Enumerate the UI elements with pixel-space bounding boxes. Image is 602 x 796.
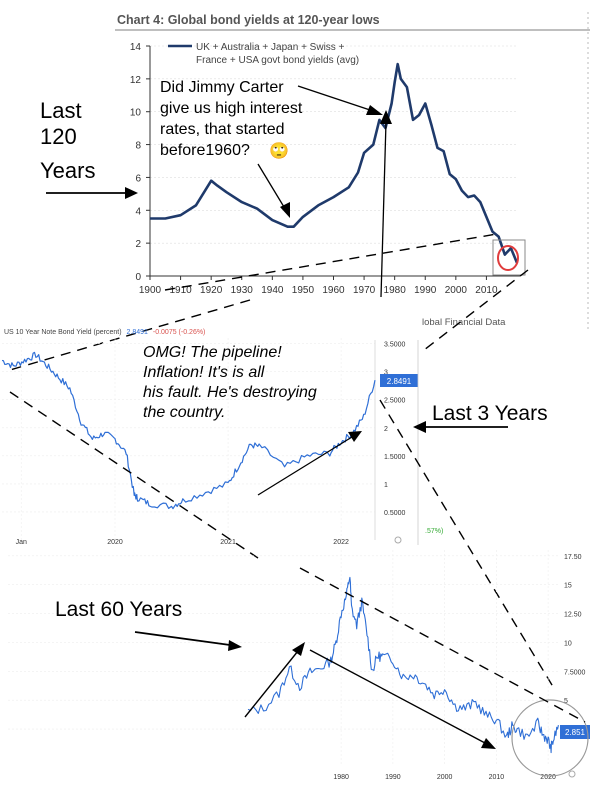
omg-annotation: OMG! The pipeline! Inflation! It's is al… [143, 344, 321, 421]
chart1-x-tick-label: 1910 [169, 285, 192, 296]
chart-120-years: Chart 4: Global bond yields at 120-year … [9, 12, 590, 371]
chart2-fragment: .57%) [425, 528, 443, 535]
chart2-header-change: -0.0075 (-0.26%) [153, 329, 206, 336]
chart2-y-tick-label: 3.5000 [384, 342, 406, 349]
chart2-y-tick-label: 2.5000 [384, 398, 406, 405]
chart3-x-ticks: 1980 1990 2000 2010 2020 [333, 774, 556, 781]
chart1-x-ticks: 1900 1910 1920 1930 1940 1950 1960 1970 1980 1990… [139, 276, 498, 296]
chart2-series-line [1, 351, 376, 510]
chart3-x-tick-label: 2020 [540, 774, 556, 781]
chart3-y-tick-label: 17.50 [564, 554, 582, 561]
chart3-y-tick-label: 7.5000 [564, 669, 586, 676]
dashed-connector [423, 269, 529, 351]
chart2-x-tick-label: 2021 [220, 539, 236, 546]
chart2-last-value: 2.8491 [387, 377, 412, 386]
carter-annotation: Did Jimmy Carter give us high interest r… [160, 79, 307, 159]
chart1-legend-line2: France + USA govt bond yields (avg) [196, 55, 359, 66]
chart2-header-value: 2.8491 [126, 329, 148, 336]
chart1-y-tick-label: 0 [135, 272, 141, 283]
dashed-connector [164, 233, 498, 291]
chart1-x-tick-label: 1940 [261, 285, 284, 296]
chart1-grid [150, 45, 517, 244]
chart1-legend-line1: UK + Australia + Japan + Swiss + [196, 42, 345, 53]
svg-text:US 10 Year Note Bond Yield (pe: US 10 Year Note Bond Yield (percent) 2.8… [4, 329, 205, 336]
chart1-y-tick-label: 8 [135, 141, 141, 152]
chart1-x-tick-label: 1920 [200, 285, 223, 296]
chart3-last-value: 2.851 [565, 728, 586, 737]
chart2-y-ticks: 3.5000 3 2.5000 2 1.5000 1 0.5000 [384, 342, 406, 517]
chart3-y-tick-label: 15 [564, 583, 572, 590]
chart1-series-line [150, 62, 519, 264]
chart1-source-fragment: lobal Financial Data [422, 317, 506, 328]
chart2-title: US 10 Year Note Bond Yield (percent) [4, 329, 122, 336]
chart1-x-tick-label: 1970 [353, 285, 376, 296]
chart3-last-value-badge [560, 725, 590, 739]
chart3-x-tick-label: 1980 [333, 774, 349, 781]
dashed-connector [379, 399, 556, 691]
chart1-y-tick-label: 2 [135, 239, 141, 250]
chart1-x-tick-label: 1980 [384, 285, 407, 296]
chart1-x-tick-label: 1960 [322, 285, 345, 296]
eye-roll-emoji: 🙄 [269, 142, 289, 160]
chart1-y-ticks: 0 2 4 6 8 10 12 14 [130, 42, 150, 283]
chart1-y-tick-label: 6 [135, 173, 141, 184]
chart2-y-tick-label: 1.5000 [384, 454, 406, 461]
chart1-y-tick-label: 14 [130, 42, 142, 53]
chart1-x-tick-label: 2000 [445, 285, 468, 296]
chart3-x-tick-label: 1990 [385, 774, 401, 781]
chart3-settings-icon [568, 770, 576, 778]
chart2-x-tick-label: Jan [16, 539, 27, 546]
chart3-y-tick-label: 5 [564, 698, 568, 705]
dashed-connector [299, 567, 586, 723]
annotation-texts: Did Jimmy Carter give us high interest r… [40, 79, 548, 621]
chart3-x-tick-label: 2010 [489, 774, 505, 781]
dashed-connector [9, 299, 251, 371]
chart3-y-tick-label: 12.50 [564, 612, 582, 619]
last-60-years-label: Last 60 Years [55, 598, 182, 621]
chart3-grid [8, 550, 560, 766]
last-120-label: Last 120 Years [40, 98, 95, 183]
chart1-y-tick-label: 12 [130, 75, 142, 86]
chart2-y-tick-label: 3 [384, 370, 388, 377]
chart2-x-ticks: Jan 2020 2021 2022 [16, 539, 349, 546]
chart1-x-tick-label: 1900 [139, 285, 162, 296]
chart3-x-tick-label: 2000 [437, 774, 453, 781]
chart2-settings-icon [394, 536, 402, 544]
chart1-y-tick-label: 4 [135, 206, 141, 217]
chart1-x-tick-label: 1950 [292, 285, 315, 296]
red-circle-highlight [497, 245, 519, 271]
annotation-arrows [46, 85, 508, 749]
chart1-x-tick-label: 1990 [414, 285, 437, 296]
chart1-x-tick-label: 1930 [231, 285, 254, 296]
zoom-circle [511, 699, 589, 777]
last-3-years-label: Last 3 Years [432, 402, 548, 425]
chart2-y-tick-label: 1 [384, 482, 388, 489]
chart3-y-tick-label: 10 [564, 640, 572, 647]
chart2-x-tick-label: 2020 [107, 539, 123, 546]
chart1-x-tick-label: 2010 [475, 285, 498, 296]
chart2-x-tick-label: 2022 [333, 539, 349, 546]
chart1-title: Chart 4: Global bond yields at 120-year … [117, 13, 380, 27]
chart1-y-tick-label: 10 [130, 108, 142, 119]
chart3-series-line [247, 576, 559, 754]
chart2-last-value-badge [380, 374, 418, 387]
zoom-box [492, 239, 526, 276]
chart2-y-tick-label: 2 [384, 426, 388, 433]
chart2-y-tick-label: 0.5000 [384, 510, 406, 517]
chart-3-years: US 10 Year Note Bond Yield (percent) 2.8… [1, 329, 556, 691]
